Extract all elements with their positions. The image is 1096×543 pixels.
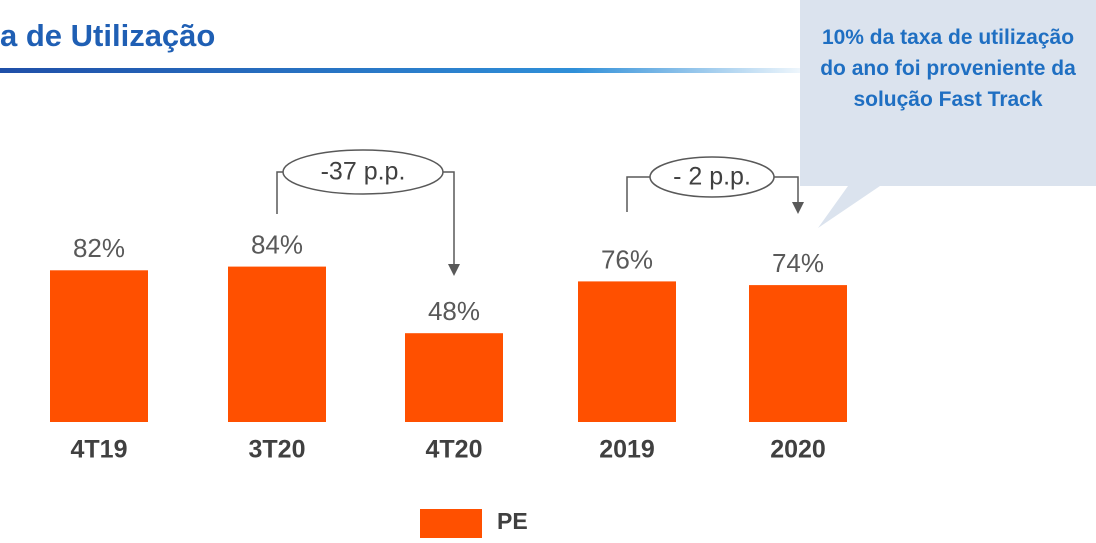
bar: [228, 266, 326, 422]
value-label: 74%: [772, 248, 824, 278]
callout-wrap: 10% da taxa de utilização do ano foi pro…: [820, 26, 1076, 111]
bar: [50, 270, 148, 422]
x-tick-label: 4T20: [426, 436, 483, 464]
x-tick-label: 3T20: [249, 436, 306, 464]
title-underline: [0, 68, 820, 73]
annotation-bracket: [626, 176, 650, 212]
annotation-bracket: [276, 171, 283, 214]
bar: [578, 281, 676, 422]
annotation-label: -37 p.p.: [321, 158, 406, 186]
x-tick-label: 2020: [770, 436, 826, 464]
bar: [405, 333, 503, 422]
annotation-label: - 2 p.p.: [673, 163, 751, 191]
value-label: 82%: [73, 233, 125, 263]
legend-swatch: [420, 509, 482, 538]
x-tick-label: 2019: [599, 436, 655, 464]
legend-label: PE: [497, 508, 528, 534]
value-label: 84%: [251, 229, 303, 259]
x-tick-label: 4T19: [71, 436, 128, 464]
annotation-arrowhead: [792, 202, 804, 214]
chart-title: a de Utilização: [0, 18, 215, 53]
annotation-bracket: [443, 171, 455, 266]
value-label: 76%: [601, 244, 653, 274]
value-label: 48%: [428, 296, 480, 326]
bar: [749, 285, 847, 422]
callout-box: [800, 0, 1096, 228]
callout-text: 10% da taxa de utilização do ano foi pro…: [820, 26, 1076, 111]
annotation-arrowhead: [448, 264, 460, 276]
annotation-bracket: [774, 176, 799, 204]
